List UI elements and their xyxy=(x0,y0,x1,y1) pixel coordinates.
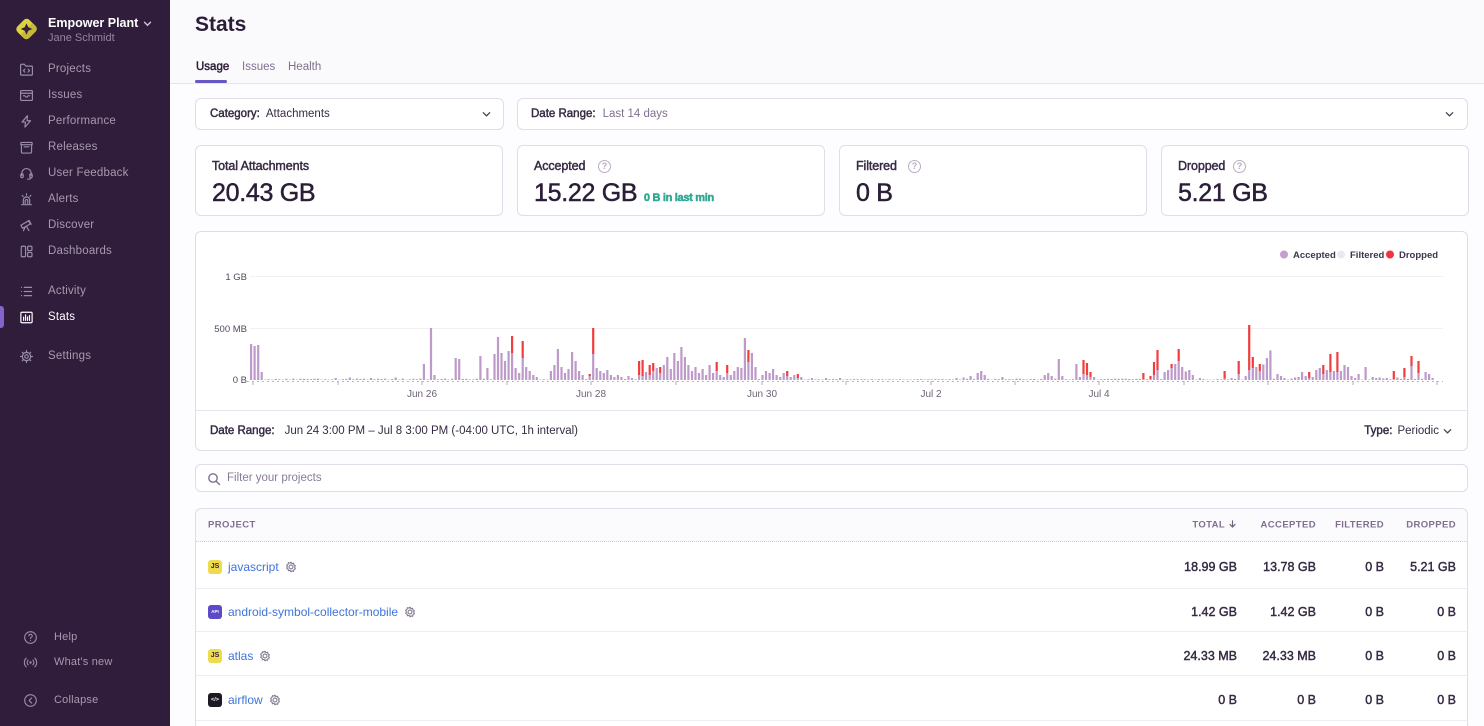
svg-text:500 MB: 500 MB xyxy=(214,324,247,335)
svg-text:Jun 30: Jun 30 xyxy=(747,389,777,400)
svg-text:Dropped: Dropped xyxy=(1399,250,1438,261)
svg-text:Jun 26: Jun 26 xyxy=(407,389,437,400)
svg-text:Jun 28: Jun 28 xyxy=(576,389,606,400)
svg-text:Filtered: Filtered xyxy=(1350,250,1385,261)
svg-text:0 B: 0 B xyxy=(233,375,247,386)
svg-text:Jul 4: Jul 4 xyxy=(1088,389,1110,400)
svg-text:Accepted: Accepted xyxy=(1293,250,1336,261)
svg-text:1 GB: 1 GB xyxy=(225,272,247,283)
svg-text:Jul 2: Jul 2 xyxy=(920,389,942,400)
